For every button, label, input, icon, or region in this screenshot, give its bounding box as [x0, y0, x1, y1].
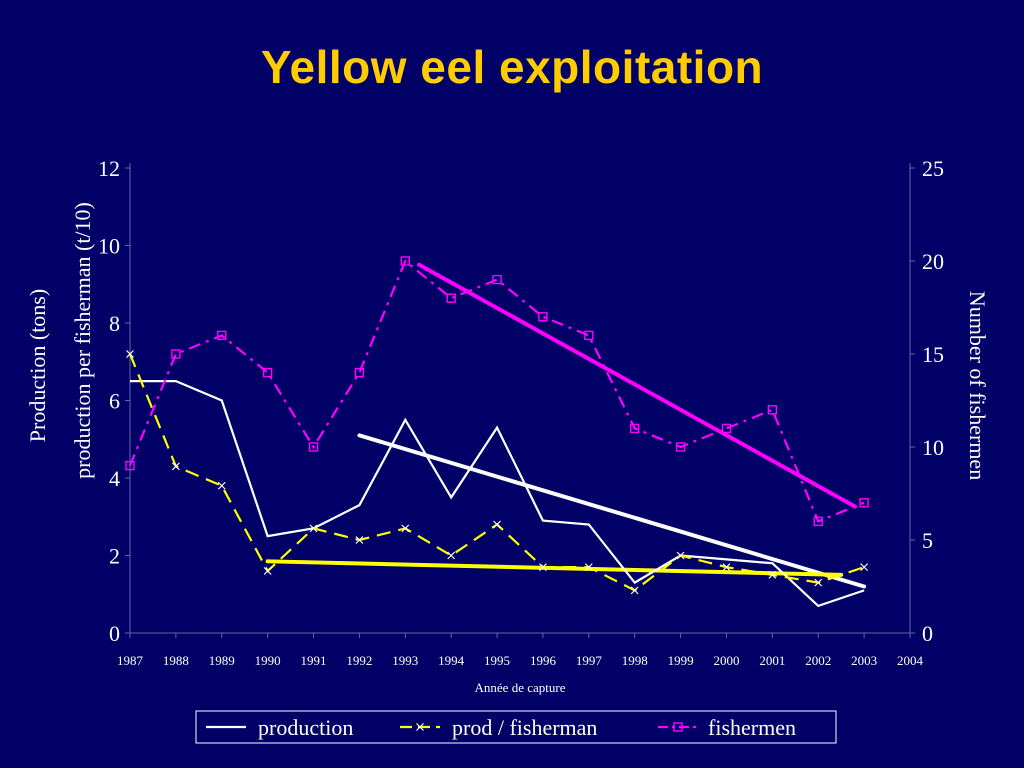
x-tick-label: 1994	[438, 653, 465, 668]
y-right-tick-label: 25	[922, 156, 944, 181]
x-tick-label: 1999	[668, 653, 694, 668]
data-point	[539, 563, 547, 572]
x-tick-label: 2004	[897, 653, 924, 668]
data-point	[171, 349, 181, 359]
series-fishermen	[125, 256, 869, 527]
data-point	[263, 567, 272, 575]
data-point	[446, 293, 456, 303]
axis-ticks: 0 2 4 6 8 10 12 0 5 10 15 20 25 1987 1988 1989 1990 1991 1…	[98, 156, 944, 668]
x-tick-label: 1987	[117, 653, 144, 668]
x-tick-label: 1988	[163, 653, 189, 668]
y-left-tick-label: 0	[109, 621, 120, 646]
axes	[129, 163, 911, 634]
axis-labels: Production (tons) production per fisherma…	[25, 202, 990, 695]
data-point	[308, 442, 319, 452]
y-right-tick-label: 20	[922, 249, 944, 274]
data-point	[493, 520, 501, 529]
x-tick-label: 1996	[530, 653, 557, 668]
legend-marker	[673, 722, 683, 732]
legend-marker	[416, 723, 424, 731]
x-tick-label: 2000	[713, 653, 739, 668]
data-point	[354, 367, 365, 378]
legend-label: production	[258, 715, 353, 740]
y-left-label-per-fisherman: production per fisherman (t/10)	[70, 202, 95, 479]
x-axis-label: Année de capture	[475, 680, 566, 695]
y-left-tick-label: 4	[109, 466, 120, 491]
trendline-fishermen	[417, 262, 857, 509]
legend-item-production: production	[206, 715, 353, 740]
x-tick-label: 2001	[759, 653, 785, 668]
legend-label: fishermen	[708, 715, 796, 740]
data-point	[676, 551, 685, 560]
data-point	[262, 367, 273, 378]
data-point	[767, 405, 778, 415]
x-tick-label: 2003	[851, 653, 877, 668]
slide-title: Yellow eel exploitation	[260, 41, 764, 93]
x-tick-label: 1991	[301, 653, 327, 668]
data-point	[630, 586, 639, 595]
y-right-tick-label: 10	[922, 435, 944, 460]
y-left-label-production: Production (tons)	[25, 289, 50, 442]
x-tick-label: 2002	[805, 653, 831, 668]
data-point	[125, 460, 135, 471]
data-point	[400, 256, 410, 266]
x-tick-label: 1992	[346, 653, 372, 668]
data-point	[217, 330, 227, 341]
y-right-label: Number of fishermen	[965, 291, 990, 480]
data-point	[675, 442, 686, 452]
trendline-prod-per-fisherman	[265, 559, 844, 577]
legend: production prod / fisherman fishermen	[195, 710, 837, 744]
data-point	[584, 330, 594, 341]
data-point	[860, 563, 869, 572]
y-right-tick-label: 15	[922, 342, 944, 367]
data-point	[217, 481, 226, 490]
series-production	[130, 380, 865, 608]
series-line-fishermen	[128, 259, 865, 523]
data-point	[171, 462, 180, 471]
data-point	[309, 524, 318, 533]
y-left-tick-label: 10	[98, 234, 120, 259]
x-tick-label: 1989	[209, 653, 235, 668]
y-left-tick-label: 12	[98, 156, 120, 181]
data-point	[401, 524, 410, 533]
x-tick-label: 1990	[255, 653, 281, 668]
data-point	[538, 312, 548, 322]
series-line-production	[130, 380, 865, 608]
series-layer	[125, 256, 869, 608]
data-point	[722, 563, 731, 572]
data-point	[447, 551, 456, 560]
legend-item-fishermen: fishermen	[658, 715, 796, 740]
data-point	[813, 516, 823, 527]
data-point	[584, 563, 593, 572]
data-point	[492, 274, 502, 285]
y-left-tick-label: 8	[109, 311, 120, 336]
legend-item-prod-per-fisherman: prod / fisherman	[400, 715, 597, 740]
x-tick-label: 1995	[484, 653, 510, 668]
data-point	[768, 570, 777, 579]
data-point	[814, 578, 823, 587]
y-left-tick-label: 2	[109, 544, 120, 569]
y-right-tick-label: 0	[922, 621, 933, 646]
legend-box	[195, 710, 837, 744]
series-prod-per-fisherman	[126, 350, 869, 595]
y-right-tick-label: 5	[922, 528, 933, 553]
trendline-production	[357, 433, 867, 589]
data-point	[630, 423, 640, 434]
x-tick-label: 1993	[392, 653, 418, 668]
data-point	[721, 423, 732, 434]
trendlines	[265, 262, 867, 589]
data-point	[126, 350, 134, 358]
legend-label: prod / fisherman	[452, 715, 597, 740]
data-point	[859, 498, 869, 508]
x-tick-label: 1998	[622, 653, 648, 668]
x-tick-label: 1997	[576, 653, 603, 668]
data-point	[355, 536, 364, 544]
y-left-tick-label: 6	[109, 389, 120, 414]
